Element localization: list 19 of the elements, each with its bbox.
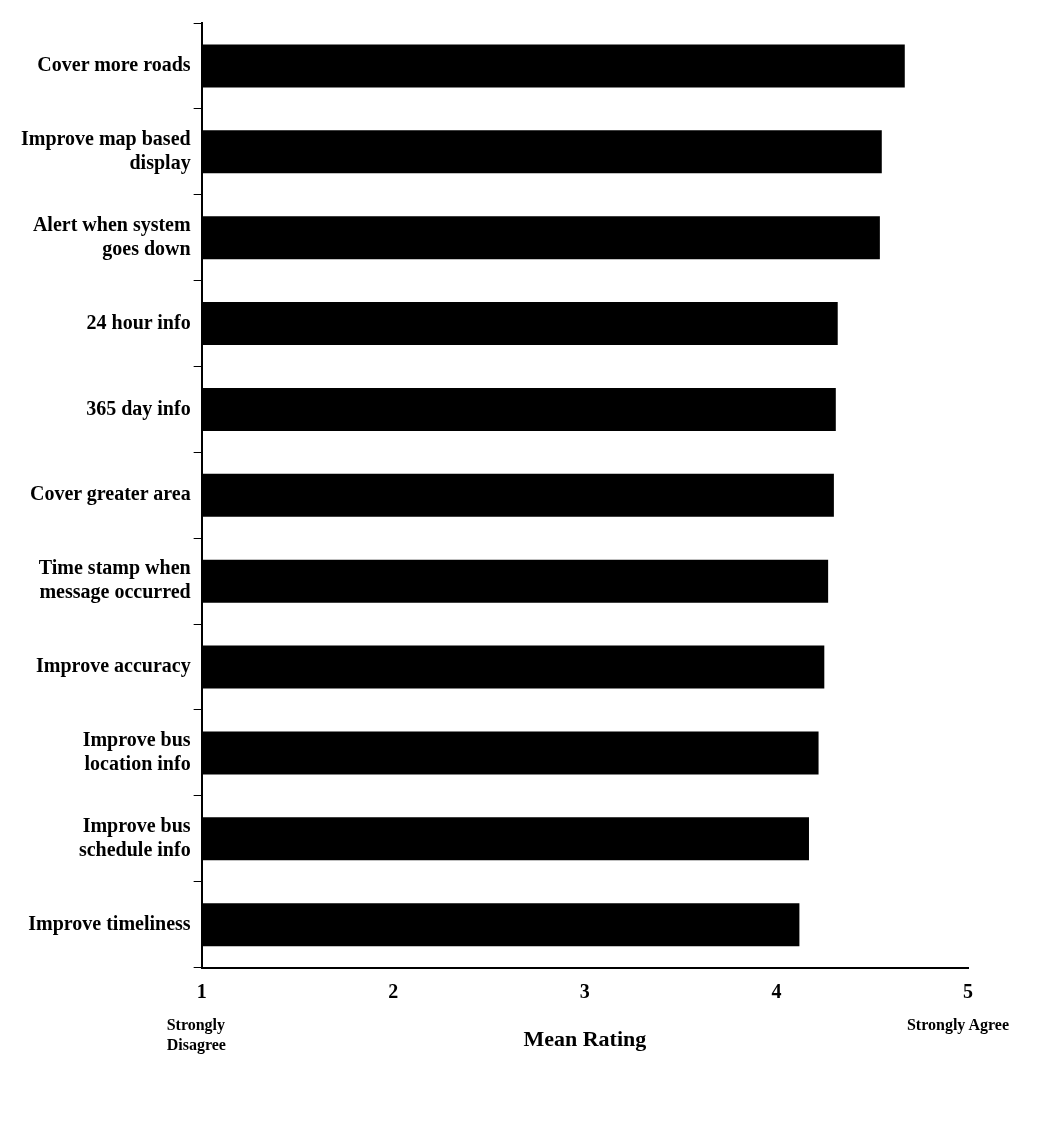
y-tick-label: Improve bus schedule info bbox=[78, 813, 191, 860]
y-tick-label: Improve map based display bbox=[20, 126, 191, 174]
y-tick-label: Improve accuracy bbox=[36, 654, 191, 678]
x-tick-label: 4 bbox=[771, 979, 782, 1002]
x-tick-label: 3 bbox=[579, 979, 590, 1002]
y-tick-label: Cover more roads bbox=[37, 53, 191, 76]
y-tick-label: Cover greater area bbox=[29, 482, 191, 506]
text: Strongly Agree bbox=[906, 1015, 1010, 1034]
text: Strongly Disagree bbox=[166, 1015, 226, 1054]
y-tick-label: Improve bus location info bbox=[82, 728, 191, 775]
x-tick-label: 1 bbox=[196, 979, 207, 1002]
x-tick-label: 2 bbox=[388, 979, 399, 1002]
x-axis-title: Mean Rating bbox=[523, 1026, 647, 1052]
x-tick-label: 5 bbox=[963, 979, 973, 1002]
y-tick-label: Improve timeliness bbox=[28, 911, 191, 935]
y-tick-label: Time stamp when message occurred bbox=[38, 556, 191, 604]
y-tick-label: 24 hour info bbox=[86, 310, 191, 333]
y-tick-label: 365 day info bbox=[86, 396, 191, 420]
y-tick-label: Alert when system goes down bbox=[32, 212, 191, 260]
